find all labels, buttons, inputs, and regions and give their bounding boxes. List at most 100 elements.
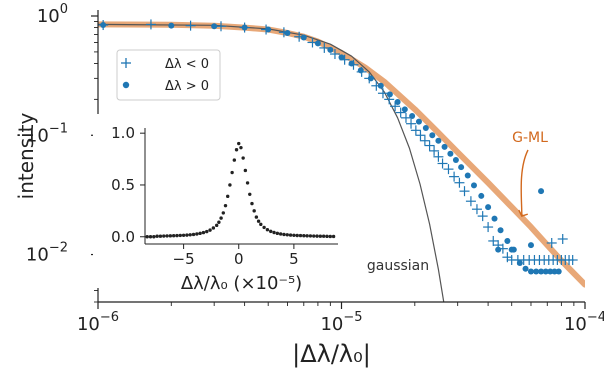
annotation-arrow-head: [518, 209, 528, 217]
inset-data-point: [205, 229, 209, 234]
annotations: G-ML gaussian: [367, 130, 548, 274]
inset-data-point: [191, 232, 196, 237]
data-point-dot: [357, 67, 364, 74]
data-point-dot: [348, 60, 355, 67]
inset-data-point: [195, 232, 199, 236]
inset-data-point: [155, 234, 159, 238]
data-point-dot: [478, 192, 485, 199]
data-point-plus: [406, 118, 417, 129]
data-point-plus: [216, 21, 227, 32]
y-tick-label: 100: [37, 2, 68, 27]
data-point-dot: [338, 54, 345, 61]
inset-data-point: [321, 234, 326, 238]
data-point-plus: [459, 186, 470, 197]
inset-data-point: [158, 234, 163, 238]
data-point-dot: [100, 22, 107, 29]
data-point-dot: [538, 188, 545, 195]
inset-x-axis-title: Δλ/λ₀ (×10⁻⁵): [181, 273, 302, 294]
inset-data-point: [272, 230, 276, 235]
inset-data-point: [250, 201, 254, 206]
legend: Δλ < 0 Δλ > 0: [116, 49, 221, 101]
data-point-plus: [454, 177, 465, 188]
inset-data-point: [292, 233, 296, 237]
inset-x-tick-label: 5: [289, 250, 299, 268]
y-axis-title: intensity: [14, 112, 38, 199]
inset-data-point: [285, 233, 289, 237]
data-point-dot: [241, 24, 248, 31]
inset-data-point: [315, 234, 319, 238]
x-tick-label: 10−6: [77, 310, 119, 335]
data-point-dot: [394, 99, 401, 106]
inset-data-point: [282, 232, 286, 237]
data-point-plus: [429, 145, 440, 156]
inset-data-point: [308, 234, 313, 238]
legend-label: Δλ < 0: [165, 57, 209, 72]
data-point-dot: [168, 22, 175, 29]
inset-data-point: [275, 231, 280, 236]
data-point-dot: [314, 40, 321, 47]
inset-data-point: [145, 235, 149, 239]
data-point-dot: [422, 125, 429, 132]
data-point-plus: [185, 20, 196, 31]
inset-data-point: [165, 234, 169, 238]
data-point-dot: [508, 246, 515, 253]
inset-data-point: [252, 209, 256, 213]
annotation-arrow: [520, 149, 529, 217]
inset-data-point: [208, 228, 212, 232]
data-point-plus: [567, 254, 578, 265]
inset-data-point: [226, 194, 230, 199]
data-point-plus: [433, 151, 444, 162]
data-point-plus: [465, 196, 476, 207]
x-tick-label: 10−5: [320, 310, 362, 335]
inset-data-point: [214, 223, 219, 228]
inset-data-point: [295, 233, 299, 238]
inset-background: [93, 114, 348, 288]
inset-data-point: [198, 231, 202, 236]
data-point-plus: [443, 164, 454, 175]
inset-data-point: [237, 141, 241, 146]
inset-data-point: [262, 225, 266, 230]
inset-data-point: [162, 234, 166, 238]
inset-data-point: [305, 234, 309, 238]
inset-data-point: [185, 233, 189, 237]
inset-data-point: [221, 211, 226, 215]
data-point-dot: [547, 268, 554, 275]
inset-data-point: [211, 226, 216, 230]
series-line-gaussian: [98, 23, 445, 302]
data-point-dot: [452, 157, 459, 164]
inset-data-point: [178, 233, 182, 238]
inset-data-point: [241, 156, 245, 160]
inset-y-tick-label: 0.0: [111, 228, 135, 246]
inset-data-point: [269, 229, 273, 234]
data-point-dot: [497, 227, 504, 234]
inset-data-point: [248, 192, 252, 196]
legend-box: [116, 49, 221, 101]
annotation-gml: G-ML: [512, 130, 548, 146]
inset-data-point: [302, 234, 306, 238]
data-point-dot: [542, 268, 549, 275]
data-point-plus: [437, 158, 448, 169]
data-point-dot: [415, 118, 422, 125]
data-point-dot: [504, 237, 511, 244]
data-point-plus: [377, 88, 388, 99]
data-point-dot: [429, 132, 436, 139]
data-point-plus: [546, 237, 557, 248]
data-point-dot: [527, 268, 534, 275]
x-tick-label: 10−4: [564, 310, 604, 335]
inset-data-point: [223, 203, 228, 208]
data-point-plus: [319, 42, 330, 53]
data-point-dot: [435, 137, 442, 144]
inset-data-point: [243, 168, 248, 173]
inset-data-point: [232, 158, 237, 162]
inset-data-point: [325, 234, 329, 239]
data-point-dot: [458, 164, 465, 171]
data-point-dot: [367, 75, 374, 82]
inset-plot-area: −5 0 5 0.0 0.5 1.0 Δλ/λ₀ (×10⁻⁵): [93, 114, 348, 294]
inset-data-point: [288, 233, 293, 237]
inset-data-point: [328, 234, 332, 239]
inset-data-point: [152, 235, 156, 239]
y-tick-label: 10−1: [26, 121, 68, 146]
data-point-plus: [471, 204, 482, 215]
inset-data-point: [312, 234, 316, 238]
